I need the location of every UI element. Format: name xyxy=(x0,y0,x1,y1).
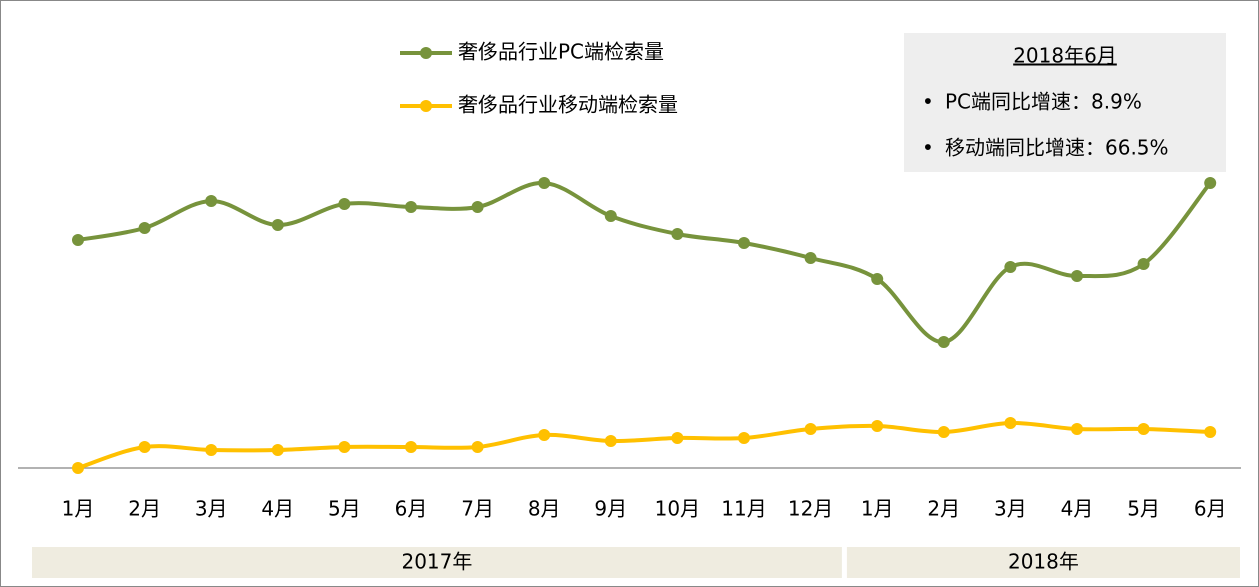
annotation-box xyxy=(904,33,1226,172)
x-tick-label: 6月 xyxy=(395,497,428,521)
series-marker xyxy=(937,426,950,438)
series-marker xyxy=(471,201,484,213)
bullet: • xyxy=(922,136,934,160)
x-tick-label: 9月 xyxy=(594,497,627,521)
series-marker xyxy=(72,462,84,474)
group-label: 2018年 xyxy=(1008,550,1079,574)
series-marker xyxy=(871,420,884,432)
series-marker xyxy=(604,435,617,447)
x-tick-label: 5月 xyxy=(328,497,361,521)
annotation-item: 移动端同比增速：66.5% xyxy=(945,136,1169,160)
series-marker xyxy=(604,210,617,222)
series-line xyxy=(77,420,1211,470)
bullet: • xyxy=(922,90,934,114)
series-marker xyxy=(338,198,351,210)
series-marker xyxy=(871,273,884,285)
series-marker xyxy=(271,219,284,231)
series-marker xyxy=(1137,423,1150,435)
series-marker xyxy=(538,177,551,189)
x-tick-label: 2月 xyxy=(128,497,161,521)
series-marker xyxy=(72,234,84,246)
x-tick-label: 6月 xyxy=(1194,497,1227,521)
group-label: 2017年 xyxy=(401,550,472,574)
series-marker xyxy=(405,441,417,453)
group-band xyxy=(32,547,842,578)
annotation-title: 2018年6月 xyxy=(1013,44,1117,68)
series-marker xyxy=(1071,423,1083,435)
x-tick-label: 2月 xyxy=(927,497,960,521)
series-marker xyxy=(1137,258,1150,270)
x-tick-label: 4月 xyxy=(1061,497,1094,521)
x-tick-label: 3月 xyxy=(195,497,228,521)
x-tick-label: 1月 xyxy=(861,497,894,521)
series-marker xyxy=(804,423,817,435)
series-marker xyxy=(738,237,750,249)
series-marker xyxy=(1071,270,1083,282)
series-marker xyxy=(471,441,484,453)
x-tick-label: 7月 xyxy=(461,497,494,521)
group-band xyxy=(846,547,1240,578)
x-tick-label: 4月 xyxy=(261,497,294,521)
legend-label: 奢侈品行业移动端检索量 xyxy=(458,93,678,117)
series-marker xyxy=(205,444,218,456)
x-tick-label: 11月 xyxy=(721,497,766,521)
legend-marker xyxy=(420,100,432,112)
x-tick-label: 3月 xyxy=(994,497,1027,521)
series-marker xyxy=(937,336,950,348)
legend-marker xyxy=(420,47,432,59)
series-marker xyxy=(138,441,151,453)
series-marker xyxy=(271,444,284,456)
series-marker xyxy=(671,228,684,240)
series-marker xyxy=(138,222,151,234)
series-marker xyxy=(1004,261,1017,273)
series-marker xyxy=(671,432,684,444)
series-marker xyxy=(338,441,351,453)
series-marker xyxy=(1004,417,1017,429)
annotation-item: PC端同比增速：8.9% xyxy=(945,90,1142,114)
x-tick-label: 1月 xyxy=(62,497,95,521)
x-tick-label: 5月 xyxy=(1127,497,1160,521)
x-tick-label: 10月 xyxy=(655,497,700,521)
x-tick-label: 12月 xyxy=(788,497,833,521)
series-marker xyxy=(538,429,551,441)
x-tick-label: 8月 xyxy=(528,497,561,521)
series-marker xyxy=(804,252,817,264)
series-marker xyxy=(738,432,750,444)
legend-label: 奢侈品行业PC端检索量 xyxy=(458,40,664,64)
series-marker xyxy=(405,201,417,213)
series-marker xyxy=(1204,177,1217,189)
series-marker xyxy=(205,195,218,207)
series-marker xyxy=(1204,426,1217,438)
